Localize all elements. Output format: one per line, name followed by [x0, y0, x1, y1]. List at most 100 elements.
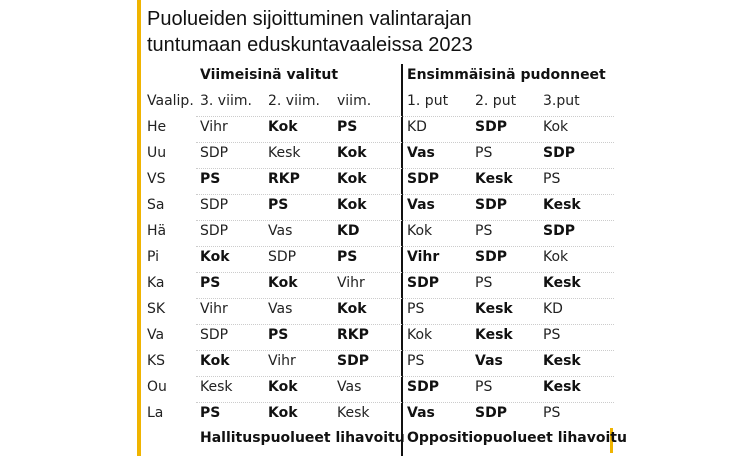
party-cell: SDP — [337, 353, 369, 369]
party-cell: Vihr — [337, 275, 365, 291]
party-cell: SDP — [407, 171, 439, 187]
district: Hä — [147, 223, 167, 239]
party-cell: Kok — [543, 119, 569, 135]
row-rule — [196, 376, 614, 377]
party-cell: Vas — [407, 197, 435, 213]
party-cell: Kok — [268, 405, 298, 421]
party-cell: Vas — [407, 145, 435, 161]
party-cell: Kok — [268, 275, 298, 291]
party-cell: Kok — [200, 353, 230, 369]
column-header: 3.put — [543, 93, 580, 109]
party-cell: Vihr — [268, 353, 296, 369]
party-cell: PS — [475, 145, 493, 161]
district: La — [147, 405, 164, 421]
row-rule — [196, 220, 614, 221]
party-cell: SDP — [475, 405, 507, 421]
district: KS — [147, 353, 166, 369]
party-cell: Kesk — [543, 275, 581, 291]
party-cell: PS — [200, 275, 221, 291]
party-cell: Vihr — [407, 249, 440, 265]
party-cell: PS — [543, 405, 561, 421]
party-cell: SDP — [543, 145, 575, 161]
title-line: Puolueiden sijoittuminen valintarajan — [147, 8, 472, 30]
party-cell: Kok — [337, 197, 367, 213]
group-header: Viimeisinä valitut — [200, 67, 339, 83]
party-cell: Kok — [337, 171, 367, 187]
column-divider — [401, 64, 403, 456]
party-cell: SDP — [407, 379, 439, 395]
party-cell: KD — [337, 223, 360, 239]
party-cell: PS — [268, 327, 289, 343]
row-rule — [196, 402, 614, 403]
party-cell: PS — [475, 223, 493, 239]
party-cell: Kesk — [543, 353, 581, 369]
party-cell: Kesk — [543, 379, 581, 395]
party-cell: KD — [543, 301, 563, 317]
footnote: Oppositiopuolueet lihavoitu — [407, 430, 627, 446]
row-rule — [196, 246, 614, 247]
party-cell: Kok — [200, 249, 230, 265]
party-cell: Vas — [268, 223, 293, 239]
district: Pi — [147, 249, 160, 265]
district: Ou — [147, 379, 167, 395]
district: Ka — [147, 275, 165, 291]
party-cell: Vihr — [200, 119, 228, 135]
party-cell: RKP — [268, 171, 300, 187]
party-cell: Kok — [337, 301, 367, 317]
party-cell: PS — [475, 275, 493, 291]
party-cell: SDP — [475, 249, 507, 265]
party-cell: PS — [268, 197, 289, 213]
district: SK — [147, 301, 166, 317]
party-cell: Vas — [407, 405, 435, 421]
column-header: Vaalip. — [147, 93, 194, 109]
party-cell: PS — [407, 353, 425, 369]
row-rule — [196, 350, 614, 351]
footnote: Hallituspuolueet lihavoitu — [200, 430, 405, 446]
party-cell: Kok — [543, 249, 569, 265]
party-cell: Kesk — [475, 171, 513, 187]
party-cell: PS — [337, 249, 358, 265]
party-cell: SDP — [268, 249, 297, 265]
party-cell: Kesk — [475, 327, 513, 343]
party-cell: Kesk — [268, 145, 301, 161]
district: He — [147, 119, 167, 135]
district: Va — [147, 327, 165, 343]
party-cell: Kesk — [337, 405, 370, 421]
row-rule — [196, 324, 614, 325]
accent-bar — [137, 0, 141, 456]
party-cell: SDP — [543, 223, 575, 239]
column-header: 3. viim. — [200, 93, 252, 109]
party-cell: PS — [475, 379, 493, 395]
row-rule — [196, 142, 614, 143]
party-cell: PS — [543, 171, 561, 187]
party-cell: PS — [543, 327, 561, 343]
party-cell: Kok — [407, 223, 433, 239]
group-header: Ensimmäisinä pudonneet — [407, 67, 606, 83]
party-cell: Vihr — [200, 301, 228, 317]
row-rule — [196, 194, 614, 195]
row-rule — [196, 168, 614, 169]
party-cell: Kok — [268, 379, 298, 395]
party-cell: SDP — [407, 275, 439, 291]
party-cell: Vas — [475, 353, 503, 369]
district: VS — [147, 171, 166, 187]
column-header: 2. put — [475, 93, 517, 109]
party-cell: Kesk — [200, 379, 233, 395]
party-cell: Kok — [337, 145, 367, 161]
party-cell: SDP — [475, 197, 507, 213]
party-cell: Kesk — [543, 197, 581, 213]
accent-bar-small — [610, 428, 613, 453]
district: Uu — [147, 145, 167, 161]
party-cell: KD — [407, 119, 427, 135]
party-cell: PS — [200, 171, 221, 187]
district: Sa — [147, 197, 165, 213]
party-cell: PS — [200, 405, 221, 421]
party-cell: Kok — [407, 327, 433, 343]
party-cell: PS — [337, 119, 358, 135]
party-cell: SDP — [200, 223, 229, 239]
party-cell: Vas — [268, 301, 293, 317]
party-cell: SDP — [475, 119, 507, 135]
row-rule — [196, 116, 614, 117]
party-cell: Kesk — [475, 301, 513, 317]
